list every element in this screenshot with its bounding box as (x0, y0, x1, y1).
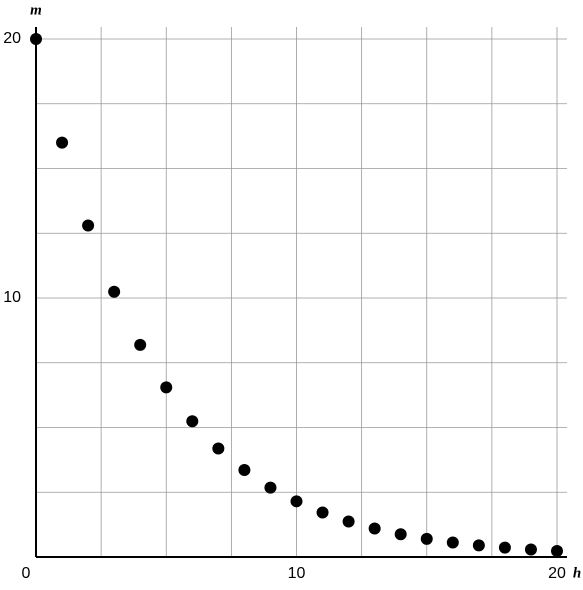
data-point (368, 522, 381, 535)
data-point (160, 381, 173, 394)
data-point (290, 495, 303, 508)
x-tick-label: 10 (288, 565, 306, 582)
data-point (342, 515, 355, 528)
data-point (238, 463, 251, 476)
data-point (108, 285, 121, 298)
x-tick-label: 20 (548, 565, 566, 582)
x-tick-label: 0 (22, 565, 31, 582)
data-point (82, 219, 95, 232)
y-tick-label: 20 (3, 30, 21, 47)
data-point (212, 442, 225, 455)
data-point (30, 33, 42, 45)
data-point (316, 506, 329, 519)
data-point (264, 481, 277, 494)
data-point (420, 532, 433, 545)
data-point (186, 415, 199, 428)
data-point (524, 543, 537, 556)
x-axis-label: h (573, 565, 581, 581)
data-point (498, 541, 511, 554)
y-axis-label: m (30, 2, 42, 18)
y-tick-label: 10 (3, 289, 21, 306)
data-point (472, 539, 485, 552)
data-point (394, 528, 407, 541)
data-point (134, 338, 147, 351)
data-point (551, 545, 563, 558)
data-point (56, 136, 69, 149)
data-point (446, 536, 459, 549)
